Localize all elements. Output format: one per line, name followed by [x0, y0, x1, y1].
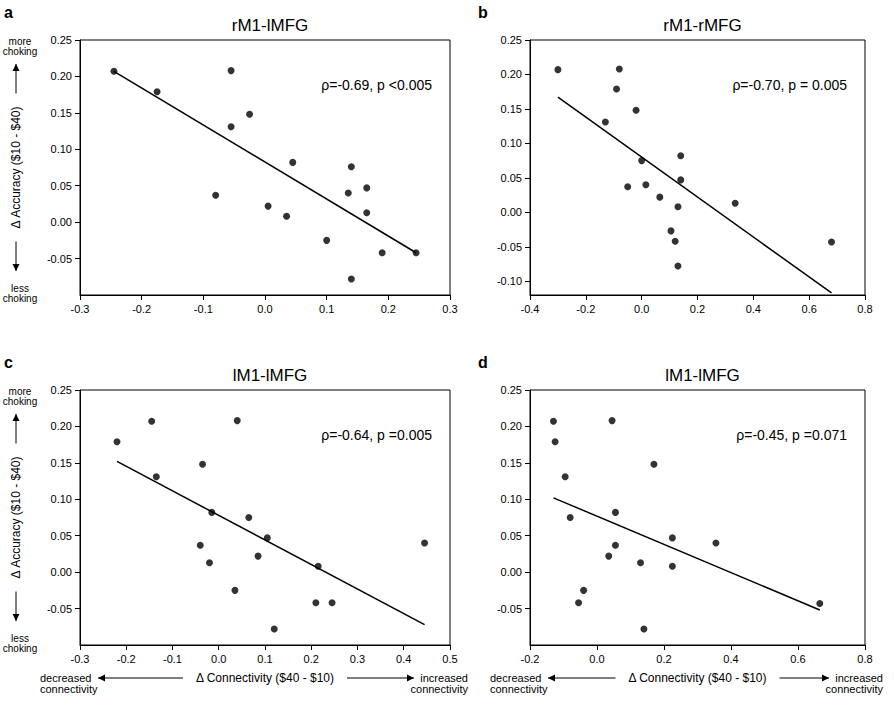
svg-text:d: d	[478, 354, 488, 371]
svg-text:ρ=-0.69, p <0.005: ρ=-0.69, p <0.005	[321, 77, 432, 93]
svg-text:-0.05: -0.05	[497, 241, 522, 253]
svg-text:0.05: 0.05	[501, 530, 522, 542]
svg-text:-0.3: -0.3	[71, 303, 90, 315]
svg-text:0.4: 0.4	[723, 653, 738, 665]
svg-text:-0.2: -0.2	[132, 303, 151, 315]
svg-text:0.0: 0.0	[211, 653, 226, 665]
svg-text:0.20: 0.20	[501, 68, 522, 80]
svg-text:choking: choking	[3, 46, 37, 57]
svg-text:ρ=-0.45, p =0.071: ρ=-0.45, p =0.071	[736, 427, 847, 443]
svg-text:b: b	[478, 4, 488, 21]
svg-text:less: less	[11, 632, 29, 644]
svg-text:0.00: 0.00	[501, 206, 522, 218]
svg-text:0.2: 0.2	[656, 653, 671, 665]
svg-text:0.00: 0.00	[51, 566, 72, 578]
svg-text:0.6: 0.6	[802, 303, 817, 315]
svg-text:0.10: 0.10	[501, 137, 522, 149]
svg-text:-0.2: -0.2	[117, 653, 136, 665]
svg-text:c: c	[4, 354, 13, 371]
svg-text:0.6: 0.6	[790, 653, 805, 665]
svg-text:0.1: 0.1	[319, 303, 334, 315]
svg-text:decreased: decreased	[490, 671, 542, 684]
svg-text:Δ Accuracy ($10 - $40): Δ Accuracy ($10 - $40)	[9, 456, 23, 578]
svg-text:0.0: 0.0	[589, 653, 604, 665]
svg-text:0.10: 0.10	[501, 493, 522, 505]
svg-text:0.00: 0.00	[51, 216, 72, 228]
svg-text:-0.10: -0.10	[497, 275, 522, 287]
svg-text:Δ Accuracy ($10 - $40): Δ Accuracy ($10 - $40)	[9, 106, 23, 228]
svg-text:-0.4: -0.4	[521, 303, 540, 315]
svg-text:0.2: 0.2	[381, 303, 396, 315]
svg-text:Δ Connectivity ($40 - $10): Δ Connectivity ($40 - $10)	[628, 671, 766, 685]
svg-text:0.5: 0.5	[442, 653, 457, 665]
svg-text:0.20: 0.20	[51, 70, 72, 82]
svg-text:0.20: 0.20	[501, 420, 522, 432]
svg-text:0.25: 0.25	[51, 34, 72, 46]
svg-text:-0.1: -0.1	[194, 303, 213, 315]
svg-text:0.15: 0.15	[51, 107, 72, 119]
svg-text:ρ=-0.64, p =0.005: ρ=-0.64, p =0.005	[321, 427, 432, 443]
svg-text:lM1-lMFG: lM1-lMFG	[665, 366, 740, 385]
svg-text:connectivity: connectivity	[40, 683, 98, 695]
svg-text:-0.2: -0.2	[576, 303, 595, 315]
svg-text:0.05: 0.05	[51, 530, 72, 542]
svg-text:0.2: 0.2	[690, 303, 705, 315]
svg-text:0.2: 0.2	[304, 653, 319, 665]
svg-text:0.3: 0.3	[442, 303, 457, 315]
svg-text:0.0: 0.0	[257, 303, 272, 315]
svg-text:0.20: 0.20	[51, 420, 72, 432]
svg-text:0.15: 0.15	[501, 103, 522, 115]
svg-text:choking: choking	[3, 396, 37, 407]
svg-text:0.00: 0.00	[501, 566, 522, 578]
svg-text:connectivity: connectivity	[826, 683, 884, 695]
svg-text:0.25: 0.25	[51, 384, 72, 396]
svg-text:-0.05: -0.05	[47, 603, 72, 615]
svg-text:more: more	[8, 35, 32, 47]
svg-text:0.1: 0.1	[257, 653, 272, 665]
svg-text:-0.1: -0.1	[163, 653, 182, 665]
svg-text:0.10: 0.10	[51, 493, 72, 505]
svg-text:increased: increased	[420, 671, 468, 684]
svg-text:0.15: 0.15	[501, 457, 522, 469]
svg-text:0.05: 0.05	[51, 180, 72, 192]
svg-text:lM1-lMFG: lM1-lMFG	[233, 366, 308, 385]
svg-text:0.05: 0.05	[501, 172, 522, 184]
svg-text:connectivity: connectivity	[490, 683, 548, 695]
svg-text:ρ=-0.70, p = 0.005: ρ=-0.70, p = 0.005	[732, 77, 847, 93]
svg-text:-0.05: -0.05	[497, 603, 522, 615]
svg-text:-0.05: -0.05	[47, 253, 72, 265]
svg-text:0.25: 0.25	[501, 384, 522, 396]
svg-text:-0.3: -0.3	[71, 653, 90, 665]
svg-text:less: less	[11, 282, 29, 294]
svg-text:more: more	[8, 385, 32, 397]
svg-text:0.8: 0.8	[857, 653, 872, 665]
svg-text:0.4: 0.4	[746, 303, 761, 315]
svg-text:0.10: 0.10	[51, 143, 72, 155]
svg-text:choking: choking	[3, 293, 37, 304]
svg-text:0.25: 0.25	[501, 34, 522, 46]
svg-text:a: a	[4, 4, 13, 21]
svg-text:0.0: 0.0	[634, 303, 649, 315]
svg-text:choking: choking	[3, 643, 37, 654]
svg-text:decreased: decreased	[40, 671, 92, 684]
svg-text:increased: increased	[835, 671, 883, 684]
svg-text:connectivity: connectivity	[411, 683, 469, 695]
svg-text:Δ Connectivity ($40 - $10): Δ Connectivity ($40 - $10)	[196, 671, 334, 685]
svg-text:rM1-rMFG: rM1-rMFG	[663, 16, 741, 35]
svg-text:-0.2: -0.2	[521, 653, 540, 665]
svg-text:0.3: 0.3	[350, 653, 365, 665]
svg-text:0.8: 0.8	[857, 303, 872, 315]
svg-text:rM1-lMFG: rM1-lMFG	[232, 16, 308, 35]
svg-text:0.4: 0.4	[396, 653, 411, 665]
svg-text:0.15: 0.15	[51, 457, 72, 469]
